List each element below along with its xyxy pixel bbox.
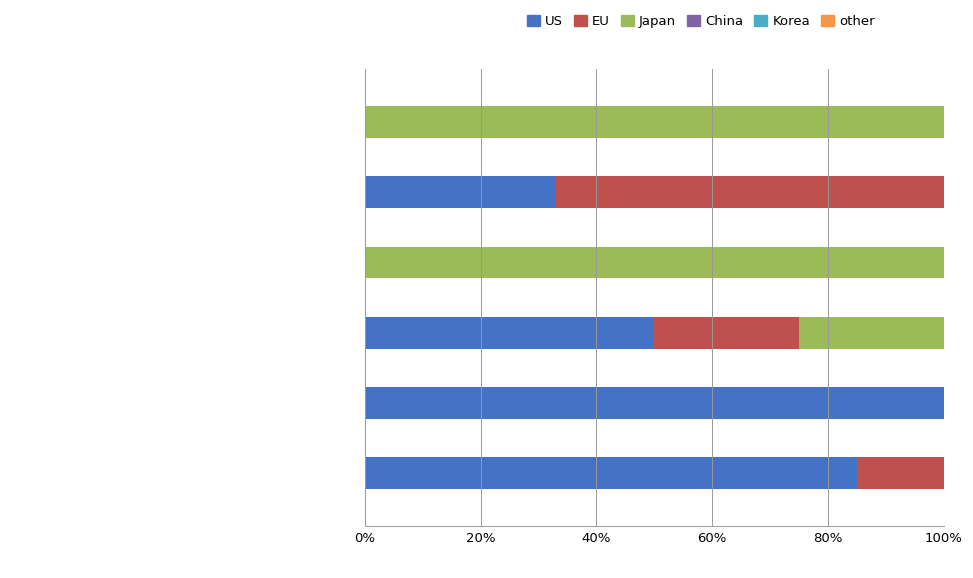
Bar bbox=[654, 317, 799, 349]
Bar bbox=[799, 317, 944, 349]
Bar bbox=[365, 317, 654, 349]
Legend: US, EU, Japan, China, Korea, other: US, EU, Japan, China, Korea, other bbox=[524, 12, 878, 30]
Bar bbox=[365, 106, 944, 138]
Bar bbox=[556, 176, 944, 208]
Bar bbox=[365, 176, 556, 208]
Bar bbox=[365, 247, 944, 279]
Bar bbox=[365, 458, 857, 489]
Bar bbox=[857, 458, 944, 489]
Bar bbox=[365, 387, 944, 419]
